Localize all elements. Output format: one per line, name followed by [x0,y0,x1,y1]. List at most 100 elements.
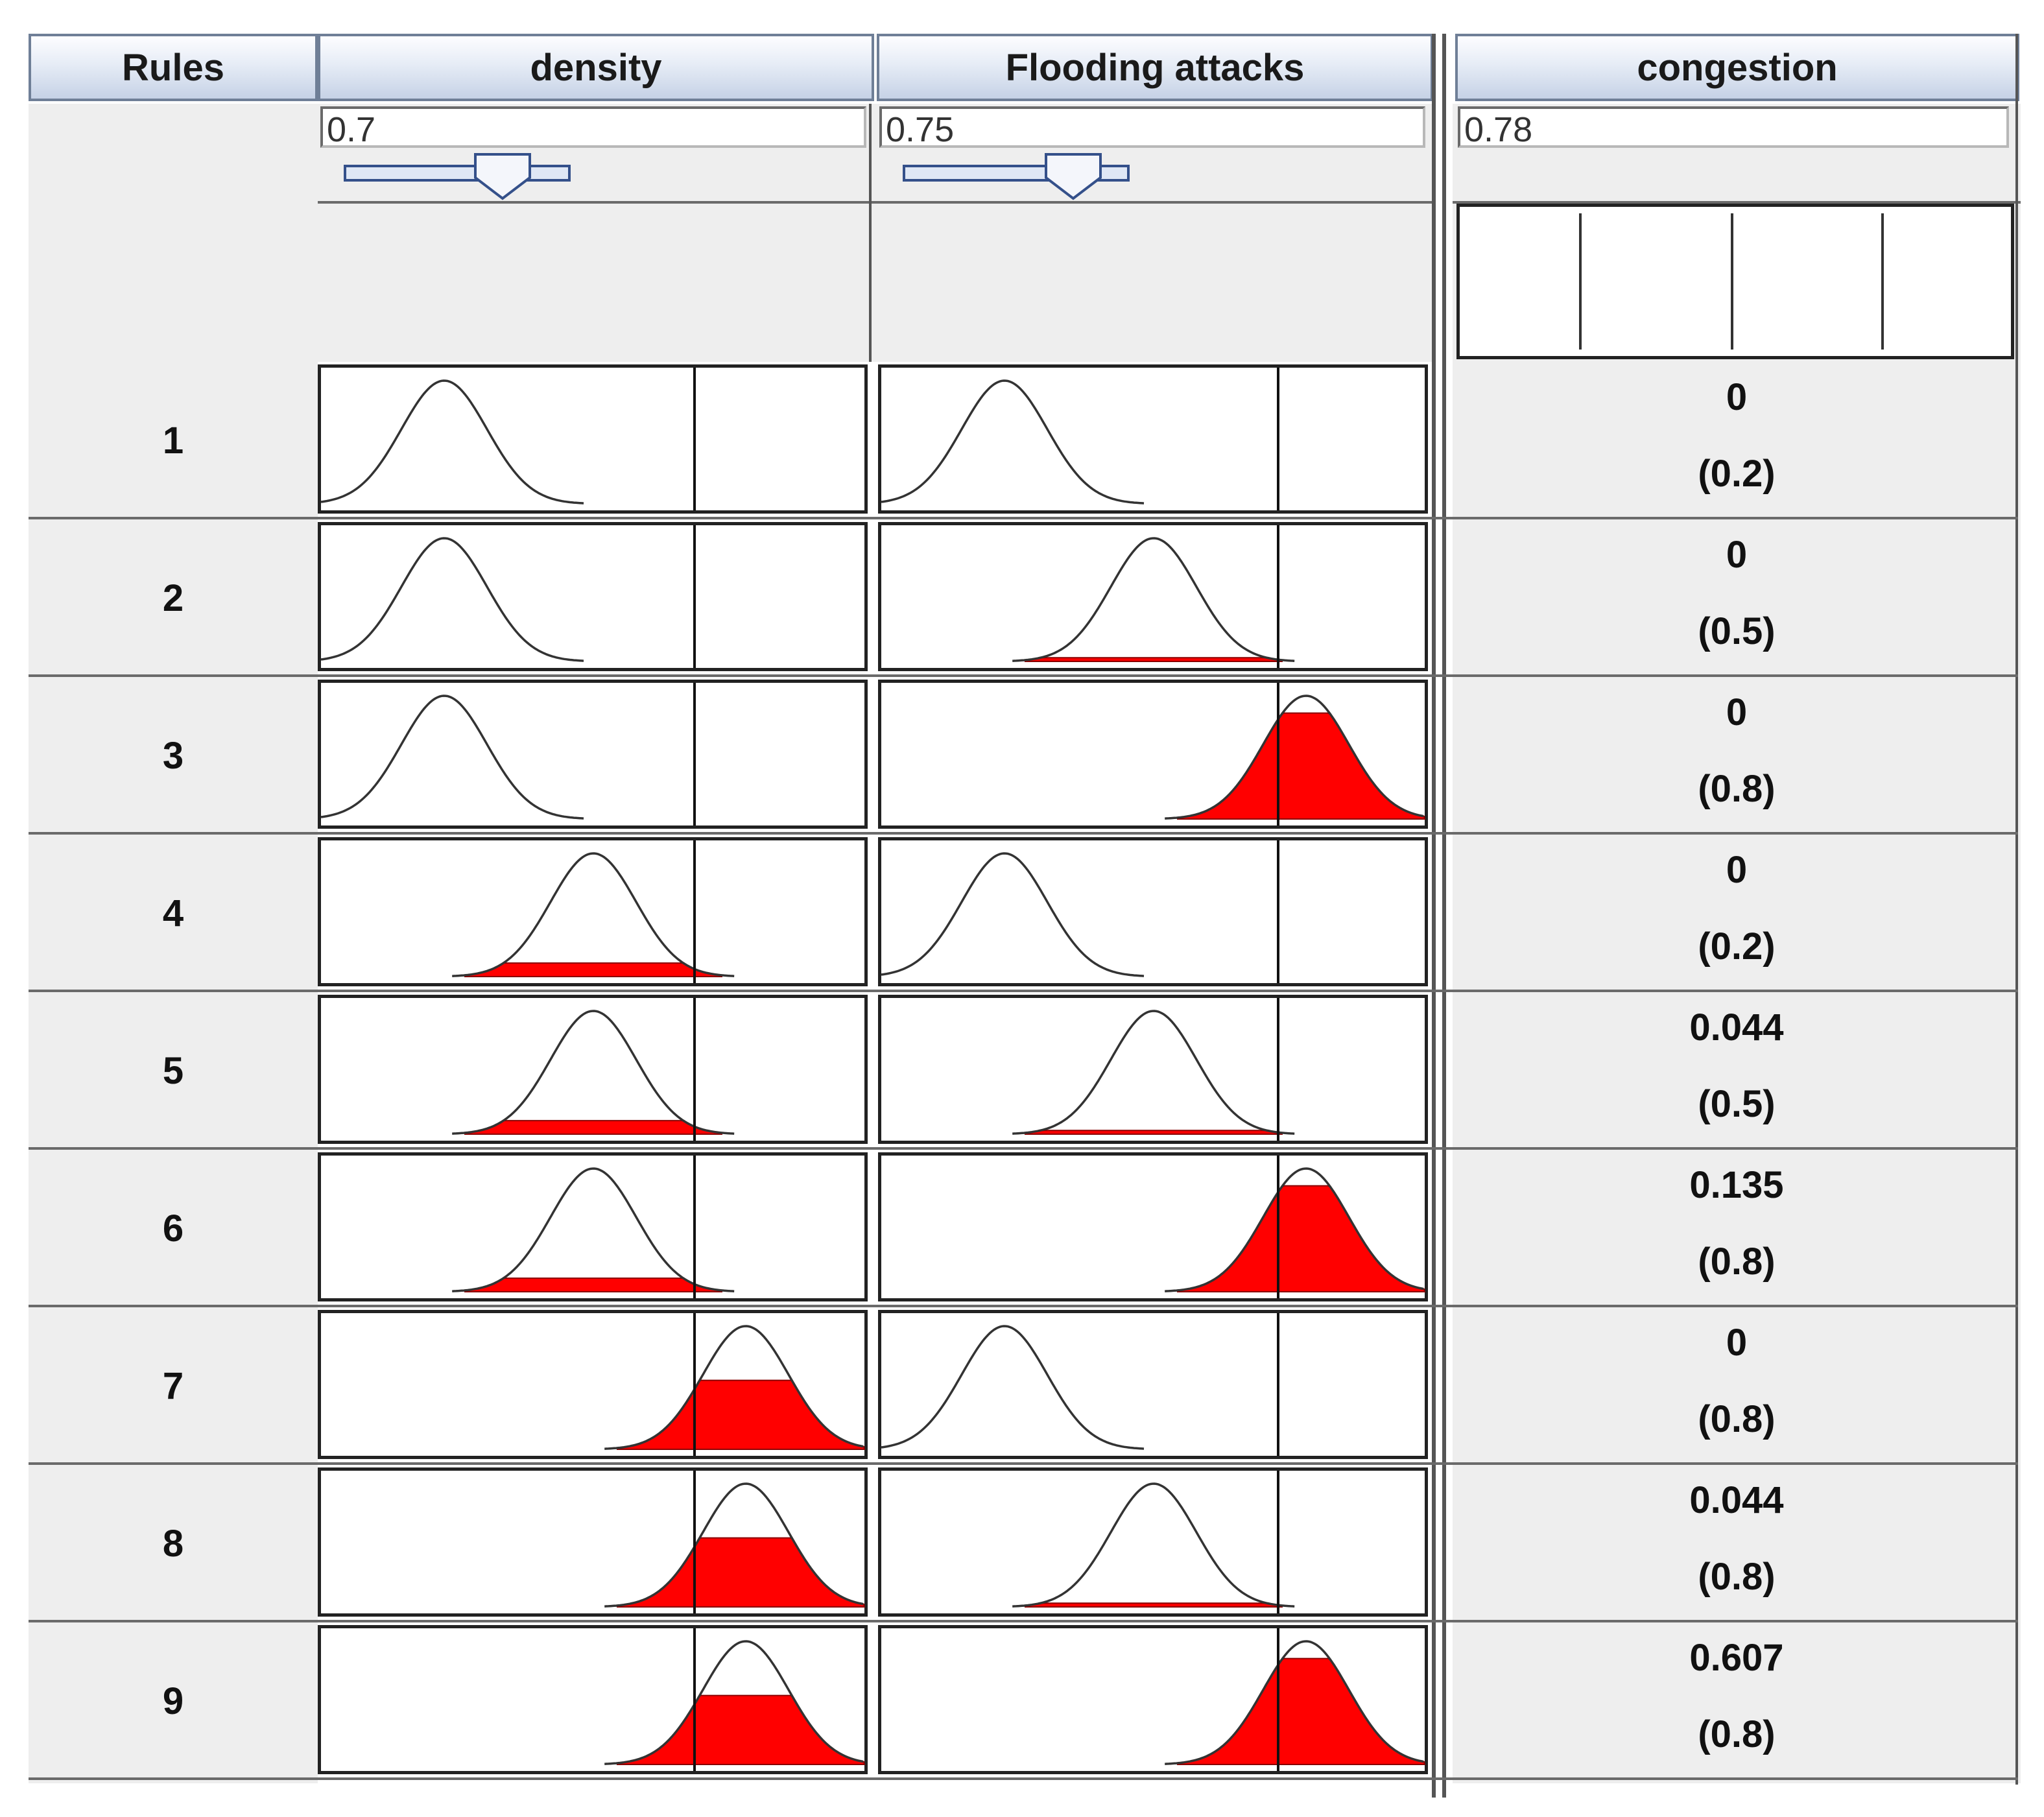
rules-header-label: Rules [122,46,224,89]
flooding-membership-plot [878,995,1428,1144]
membership-curve [604,1640,864,1765]
flooding-membership-svg [1165,1628,1426,1771]
activation-area [617,1694,866,1765]
rule-number[interactable]: 9 [162,1680,184,1722]
output-spike [1881,213,1884,350]
membership-curve [604,1482,864,1608]
membership-curve [881,852,1145,977]
membership-curve [452,852,735,977]
flooding-membership-plot [878,1152,1428,1301]
membership-curve [881,1325,1145,1450]
flooding-membership-svg [1165,1156,1426,1298]
row-separator [29,517,2018,519]
congestion-value-field: 0.78 [1458,106,2009,148]
density-membership-svg [452,998,735,1141]
membership-curve [881,379,1145,505]
congestion-column-header[interactable]: congestion [1455,34,2019,101]
membership-curve [1165,695,1424,820]
rule-output-value: 0.135 [1689,1164,1784,1206]
density-membership-plot [318,1625,868,1774]
rule-number[interactable]: 2 [162,577,184,619]
rule-weight-value: (0.5) [1698,610,1776,652]
membership-curve [320,695,584,820]
rule-output-value: 0.607 [1689,1637,1784,1679]
density-value-input[interactable]: 0.7 [320,106,866,148]
flooding-membership-plot [878,364,1428,514]
flooding-value-input[interactable]: 0.75 [879,106,1425,148]
rules-column-background [29,104,318,1783]
membership-curve [1012,1482,1295,1608]
density-membership-plot [318,1152,868,1301]
rule-number[interactable]: 8 [162,1523,184,1565]
output-area-divider [1453,201,2021,204]
column-divider [1442,34,1446,1798]
row-separator [29,990,2018,992]
rule-output-value: 0 [1726,849,1748,891]
congestion-header-label: congestion [1637,46,1838,89]
row-separator [29,674,2018,677]
rule-number[interactable]: 3 [162,735,184,777]
flooding-membership-plot [878,1310,1428,1459]
activation-area [1177,1185,1426,1292]
flooding-membership-svg [1012,998,1295,1141]
rule-weight-value: (0.8) [1698,1713,1776,1755]
flooding-attacks-column-header[interactable]: Flooding attacks [877,34,1433,101]
density-column-header[interactable]: density [318,34,874,101]
flooding-membership-svg [881,1313,1279,1456]
density-membership-svg [320,368,696,510]
membership-curve [320,537,584,662]
rule-weight-value: (0.2) [1698,925,1776,968]
column-divider [869,104,872,362]
density-membership-plot [318,995,868,1144]
membership-curve [1012,537,1295,662]
activation-area [1177,1657,1426,1765]
density-membership-svg [604,1628,866,1771]
membership-curve [604,1325,864,1450]
flooding-membership-svg [881,840,1279,983]
membership-curve [452,1010,735,1135]
rule-number[interactable]: 4 [162,892,184,934]
density-membership-svg [604,1313,866,1456]
flooding-membership-plot [878,837,1428,986]
density-membership-svg [452,840,735,983]
membership-curve [320,379,584,505]
density-slider-track[interactable] [344,165,571,182]
rule-number[interactable]: 1 [162,420,184,462]
membership-curve [452,1167,735,1292]
flooding-slider-thumb[interactable] [1043,152,1103,201]
right-border [2015,34,2018,1785]
row-separator [29,832,2018,835]
density-membership-plot [318,364,868,514]
density-membership-plot [318,837,868,986]
congestion-column-background [1453,104,2021,1783]
row-separator [29,1777,2018,1780]
rules-column-header[interactable]: Rules [29,34,318,101]
rule-output-value: 0.044 [1689,1006,1784,1049]
rule-weight-value: (0.2) [1698,453,1776,495]
rule-output-value: 0 [1726,534,1748,576]
flooding-header-label: Flooding attacks [1005,46,1305,89]
rule-output-value: 0.044 [1689,1479,1784,1521]
activation-area [464,1120,722,1135]
flooding-membership-svg [1012,1471,1295,1613]
rule-weight-value: (0.8) [1698,768,1776,810]
flooding-membership-svg [881,368,1279,510]
density-slider-thumb[interactable] [473,152,532,201]
density-membership-svg [320,683,696,825]
activation-area [1177,712,1426,820]
flooding-membership-svg [1012,525,1295,668]
density-header-label: density [530,46,662,89]
density-membership-svg [604,1471,866,1613]
rule-number[interactable]: 5 [162,1050,184,1092]
density-membership-plot [318,522,868,671]
flooding-membership-plot [878,522,1428,671]
row-separator [29,1462,2018,1465]
rule-number[interactable]: 7 [162,1365,184,1407]
density-membership-plot [318,1310,868,1459]
rule-weight-value: (0.5) [1698,1083,1776,1125]
activation-area [617,1379,866,1450]
rule-number[interactable]: 6 [162,1207,184,1250]
density-slider[interactable] [344,150,571,209]
flooding-slider[interactable] [903,150,1130,209]
